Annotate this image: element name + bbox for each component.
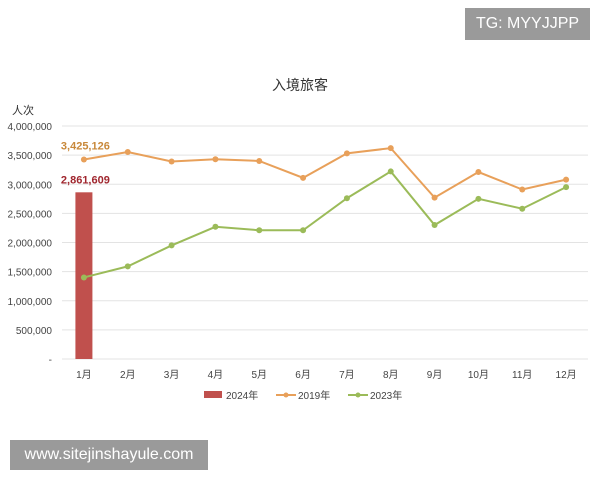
point-2019年 xyxy=(168,158,175,165)
point-2023年 xyxy=(431,222,438,229)
y-tick-label: 2,500,000 xyxy=(8,209,53,220)
x-tick-label: 9月 xyxy=(427,369,443,381)
legend-swatch xyxy=(204,391,222,398)
legend-label: 2019年 xyxy=(298,389,330,402)
y-tick-label: 500,000 xyxy=(16,326,53,337)
x-tick-label: 4月 xyxy=(208,369,224,381)
legend-label: 2023年 xyxy=(370,389,402,402)
x-tick-label: 6月 xyxy=(295,369,311,381)
point-2019年 xyxy=(124,148,131,155)
point-2023年 xyxy=(124,263,131,270)
y-tick-label: 4,000,000 xyxy=(8,122,53,133)
point-2019年 xyxy=(563,176,570,183)
point-2019年 xyxy=(475,169,482,176)
x-tick-label: 2月 xyxy=(120,369,136,381)
watermark-bottom: www.sitejinshayule.com xyxy=(10,440,208,470)
point-2019年 xyxy=(80,156,87,163)
line-2019年 xyxy=(83,147,567,199)
x-tick-label: 1月 xyxy=(76,369,92,381)
point-2023年 xyxy=(519,205,526,212)
y-tick-label: 1,500,000 xyxy=(8,268,53,279)
x-tick-label: 5月 xyxy=(251,369,267,381)
x-tick-label: 12月 xyxy=(556,369,577,381)
x-tick-label: 8月 xyxy=(383,369,399,381)
line-2023年 xyxy=(83,170,567,279)
y-tick-label: 2,000,000 xyxy=(8,239,53,250)
data-label: 3,425,126 xyxy=(61,140,110,152)
point-2023年 xyxy=(80,274,87,281)
point-2019年 xyxy=(212,156,219,163)
point-2019年 xyxy=(431,194,438,201)
point-2019年 xyxy=(343,150,350,157)
point-2019年 xyxy=(519,186,526,193)
watermark-top: TG: MYYJJPP xyxy=(465,8,590,40)
chart-title: 入境旅客 xyxy=(272,77,328,93)
y-tick-label: 3,500,000 xyxy=(8,151,53,162)
point-2019年 xyxy=(387,145,394,152)
point-2023年 xyxy=(343,195,350,202)
y-axis-label: 人次 xyxy=(12,103,34,117)
x-tick-label: 3月 xyxy=(164,369,180,381)
point-2023年 xyxy=(212,223,219,230)
legend-label: 2024年 xyxy=(226,389,258,402)
y-tick-label: 3,000,000 xyxy=(8,180,53,191)
point-2023年 xyxy=(256,227,263,234)
y-tick-label: - xyxy=(49,355,52,366)
x-tick-label: 11月 xyxy=(512,369,532,381)
x-tick-label: 10月 xyxy=(468,369,489,381)
data-label: 2,861,609 xyxy=(61,174,110,186)
point-2023年 xyxy=(168,242,175,249)
point-2023年 xyxy=(387,168,394,175)
y-tick-label: 1,000,000 xyxy=(8,297,53,308)
point-2023年 xyxy=(475,195,482,202)
x-tick-label: 7月 xyxy=(339,369,355,381)
point-2023年 xyxy=(300,227,307,234)
legend-marker xyxy=(355,392,361,398)
legend-marker xyxy=(283,392,289,398)
point-2019年 xyxy=(256,157,263,164)
point-2019年 xyxy=(300,174,307,181)
point-2023年 xyxy=(563,184,570,191)
